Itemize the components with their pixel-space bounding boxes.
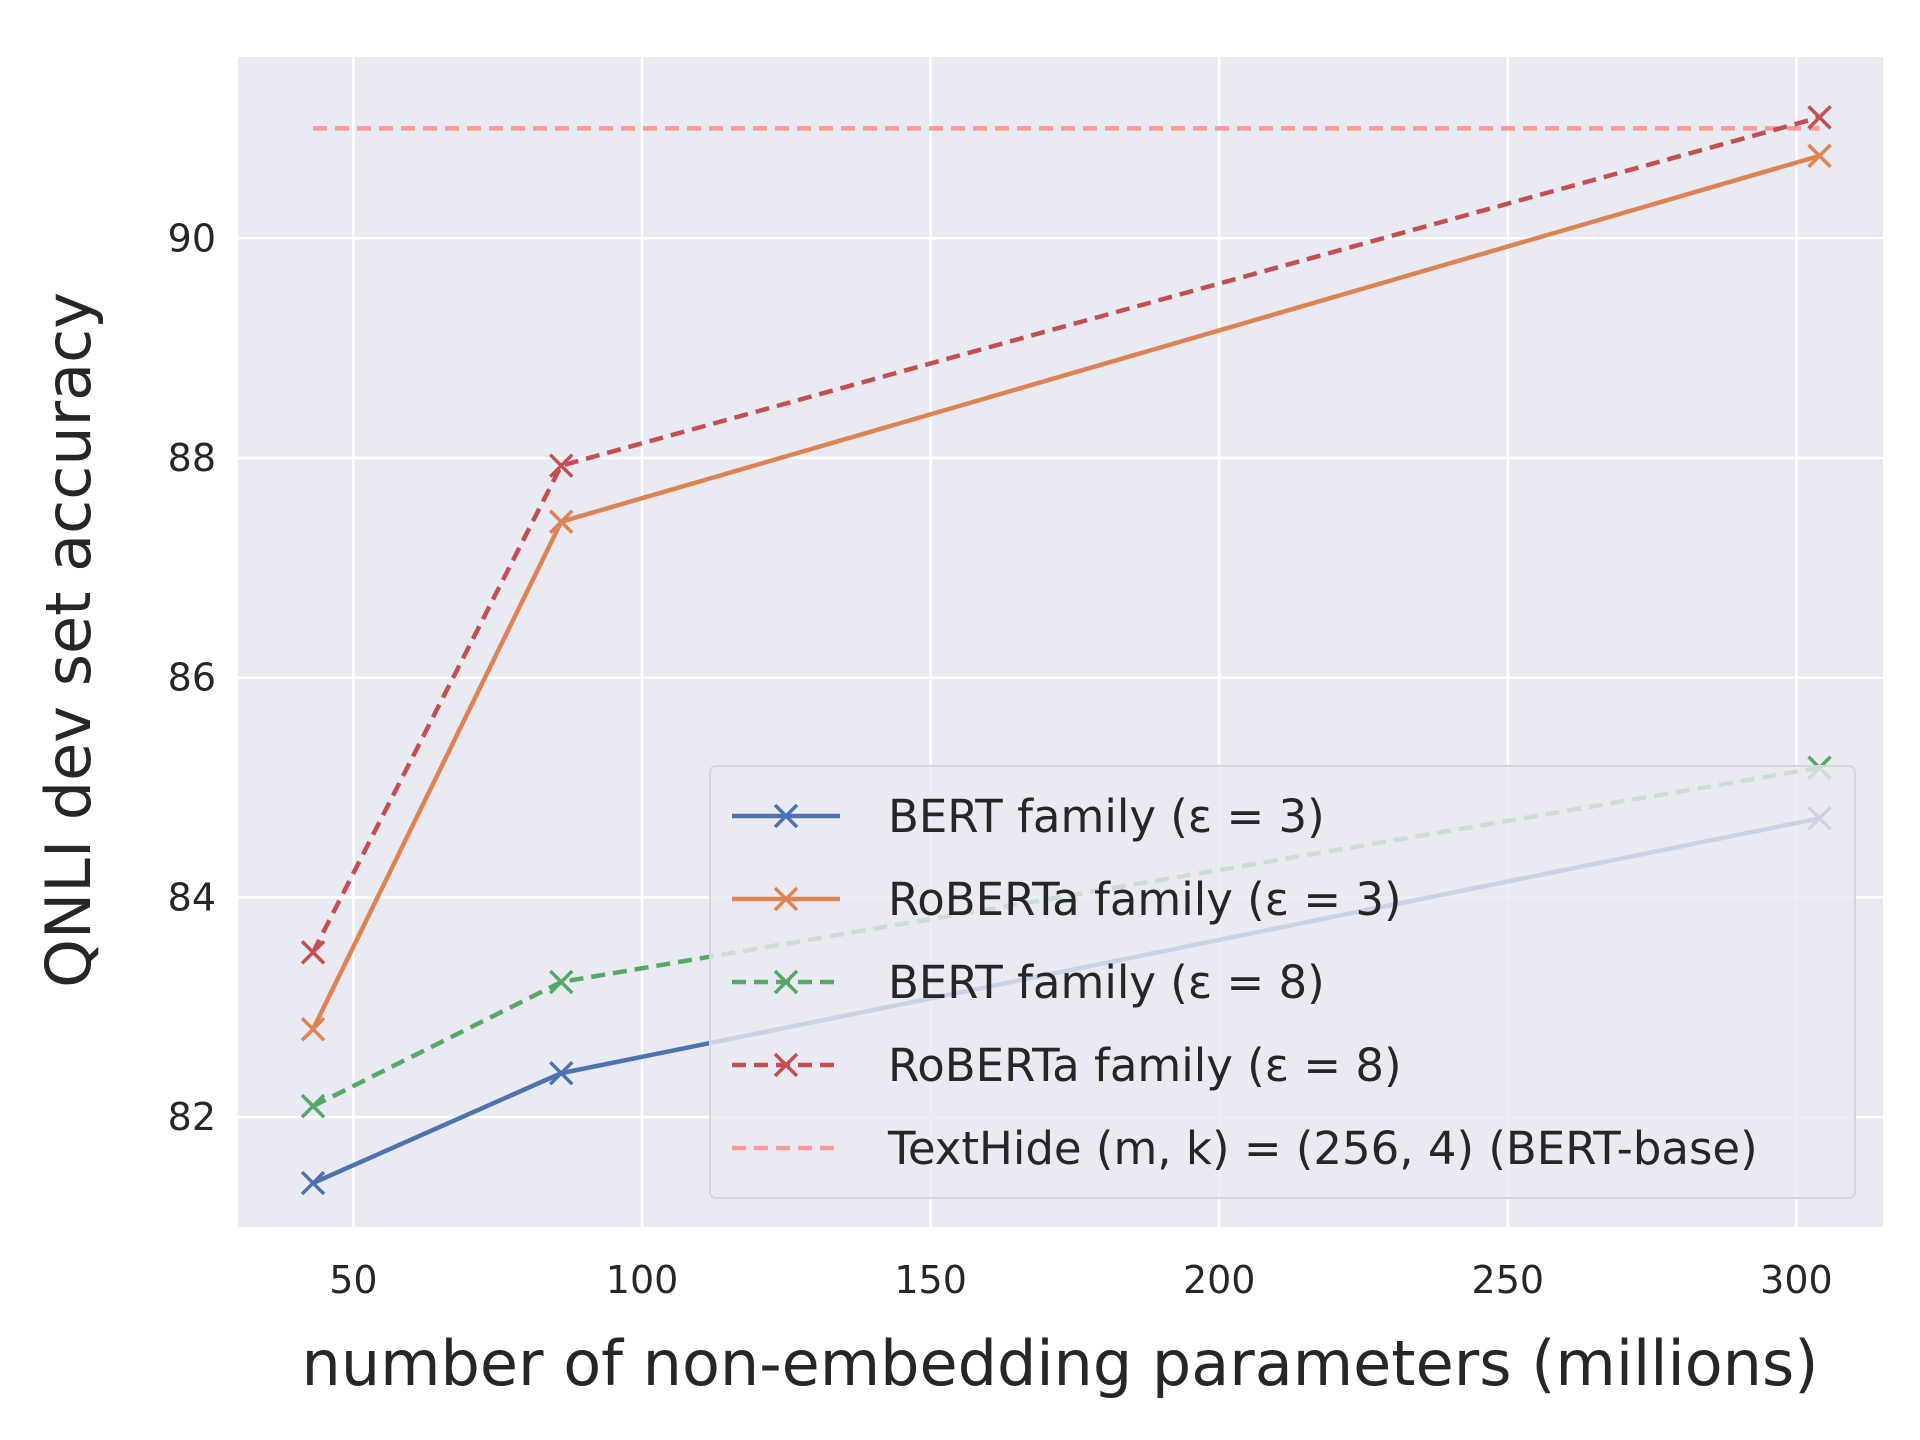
y-axis-title: QNLI dev set accuracy bbox=[32, 292, 105, 988]
y-tick-label: 82 bbox=[168, 1095, 216, 1139]
legend-marker-1 bbox=[773, 886, 799, 912]
series-1-point bbox=[300, 1017, 326, 1042]
x-tick-label: 150 bbox=[894, 1258, 967, 1302]
y-tick-label: 84 bbox=[168, 875, 216, 919]
series-2-point bbox=[548, 969, 574, 995]
series-1-point bbox=[1807, 143, 1832, 169]
legend-marker-3 bbox=[773, 1052, 799, 1078]
y-tick-label: 86 bbox=[168, 656, 216, 700]
x-tick-label: 250 bbox=[1472, 1258, 1545, 1302]
series-2-point bbox=[300, 1093, 326, 1119]
legend-label-1: RoBERTa family (ε = 3) bbox=[888, 873, 1402, 926]
legend-box bbox=[709, 765, 1856, 1199]
grid-lines bbox=[238, 57, 1883, 1227]
x-tick-label: 200 bbox=[1183, 1258, 1256, 1302]
legend: BERT family (ε = 3) RoBERTa family (ε = 3… bbox=[709, 765, 1856, 1199]
legend-label-0: BERT family (ε = 3) bbox=[888, 790, 1325, 843]
series-3-point bbox=[1807, 105, 1832, 130]
series-0-point bbox=[548, 1060, 574, 1086]
y-tick-labels: 82 84 86 88 90 bbox=[168, 216, 216, 1139]
y-tick-label: 88 bbox=[168, 436, 216, 480]
series-0-point bbox=[300, 1170, 326, 1196]
y-tick-label: 90 bbox=[168, 216, 216, 260]
legend-label-2: BERT family (ε = 8) bbox=[888, 956, 1325, 1009]
x-tick-label: 100 bbox=[606, 1258, 679, 1302]
series-3-line bbox=[311, 115, 1821, 954]
series-1-point bbox=[548, 509, 574, 534]
legend-label-3: RoBERTa family (ε = 8) bbox=[888, 1039, 1402, 1092]
x-tick-labels: 50 100 150 200 250 300 bbox=[329, 1258, 1832, 1302]
x-axis-title: number of non-embedding parameters (mill… bbox=[302, 1327, 1819, 1400]
series-3-point bbox=[548, 453, 574, 478]
series-lines bbox=[300, 105, 1832, 1196]
x-tick-label: 300 bbox=[1760, 1258, 1833, 1302]
x-tick-label: 50 bbox=[329, 1258, 377, 1302]
series-3-point bbox=[300, 940, 326, 965]
legend-label-4: TextHide (m, k) = (256, 4) (BERT-base) bbox=[887, 1122, 1758, 1175]
legend-marker-0 bbox=[773, 803, 799, 829]
legend-marker-2 bbox=[773, 969, 799, 995]
